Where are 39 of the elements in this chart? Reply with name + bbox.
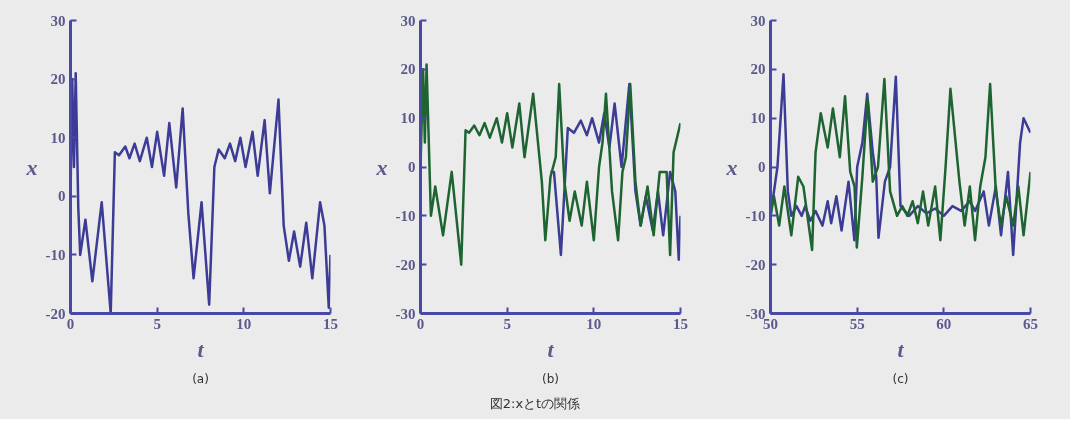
- y-tick-label: 20: [50, 71, 66, 88]
- x-tick-label: 5: [503, 315, 511, 332]
- x-tick-label: 10: [236, 315, 252, 332]
- text: (b): [542, 371, 559, 386]
- y-tick-label: 30: [750, 12, 766, 29]
- y-tick-label: 10: [50, 129, 66, 146]
- line-series: [420, 63, 681, 266]
- y-axis-title: x: [375, 154, 388, 180]
- x-tick-label: 15: [323, 315, 338, 332]
- y-tick-label: 10: [400, 110, 416, 127]
- x-tick-label: 65: [1023, 315, 1038, 332]
- x-axis-title: t: [197, 336, 205, 362]
- x-axis-title: t: [897, 336, 905, 362]
- y-tick-label: 0: [408, 159, 416, 175]
- x-tick-label: 10: [586, 315, 602, 332]
- y-tick-label: 30: [400, 12, 416, 29]
- y-tick-label: 0: [58, 188, 66, 205]
- y-tick-label: 10: [750, 110, 766, 127]
- y-tick-label: -10: [745, 207, 766, 224]
- text: (c): [892, 371, 909, 386]
- y-tick-label: 0: [758, 159, 766, 175]
- x-tick-label: 55: [849, 315, 865, 332]
- x-tick-label: 15: [673, 315, 688, 332]
- y-tick-label: -20: [395, 256, 416, 273]
- x-tick-label: 5: [153, 315, 161, 332]
- y-tick-label: -20: [745, 256, 766, 273]
- y-tick-label: -10: [395, 207, 416, 224]
- y-tick-label: -20: [45, 305, 66, 322]
- y-axis-title: x: [25, 154, 38, 180]
- y-tick-label: -30: [395, 305, 416, 322]
- y-axis-title: x: [725, 154, 738, 180]
- y-tick-label: 20: [750, 61, 766, 78]
- y-tick-label: -10: [45, 246, 66, 263]
- caption: 図2:xとtの関係: [489, 395, 581, 413]
- text: (a): [192, 371, 209, 386]
- y-tick-label: 30: [50, 12, 66, 29]
- x-tick-label: 60: [936, 315, 952, 332]
- x-axis-title: t: [547, 336, 555, 362]
- y-tick-label: 20: [400, 61, 416, 78]
